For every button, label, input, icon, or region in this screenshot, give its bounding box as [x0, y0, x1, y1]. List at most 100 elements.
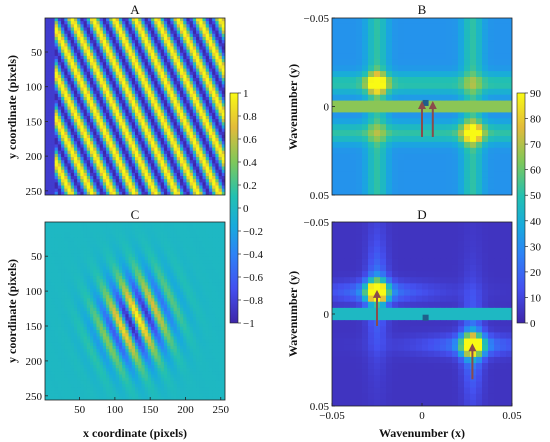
panel-c-cell [196, 311, 200, 315]
panel-c-cell [147, 288, 152, 293]
panel-a-cell [70, 185, 75, 190]
panel-c-cell [221, 288, 225, 293]
panel-a-cell [205, 68, 210, 73]
panel-a-cell [135, 109, 139, 114]
panel-c-cell [64, 234, 69, 239]
panel-a-cell [83, 166, 88, 171]
panel-a-cell [99, 144, 104, 149]
panel-a-cell [221, 68, 225, 73]
panel-a-cell [215, 147, 220, 152]
panel-a-cell [99, 84, 104, 89]
panel-c-cell [167, 279, 171, 283]
panel-a-cell [154, 157, 159, 161]
panel-a-cell [167, 74, 171, 79]
panel-a-cell [186, 74, 191, 79]
panel-a-cell [131, 74, 136, 79]
panel-a-cell [51, 46, 56, 51]
panel-c-cell [173, 291, 178, 296]
panel-a-cell [61, 46, 65, 51]
panel-a-cell [99, 138, 104, 142]
panel-c-cell [199, 317, 204, 322]
panel-c-cell [73, 320, 78, 325]
panel-a-cell [125, 125, 130, 130]
panel-c-cell [163, 279, 168, 283]
panel-a-cell [163, 81, 168, 85]
panel-a-cell [160, 112, 165, 117]
panel-a-cell [141, 40, 146, 44]
panel-c-cell [128, 263, 133, 268]
panel-c-cell [144, 307, 149, 312]
panel-a-cell [154, 49, 159, 54]
panel-c-cell [115, 263, 120, 268]
panel-a-cell [99, 87, 104, 92]
panel-a-cell [186, 40, 191, 44]
panel-a-cell [176, 18, 181, 22]
panel-a-cell [93, 87, 98, 92]
panel-c-cell [173, 317, 178, 322]
panel-c-cell [86, 295, 91, 299]
panel-c-cell [48, 272, 53, 277]
panel-c-cell [205, 320, 210, 325]
panel-c-cell [208, 222, 213, 226]
panel-a-cell [54, 71, 59, 76]
panel-a-cell [99, 30, 104, 35]
panel-a-cell [93, 46, 98, 51]
panel-c-cell [170, 279, 175, 283]
panel-c-cell [196, 317, 200, 322]
panel-c-cell [163, 291, 168, 296]
panel-a-cell [212, 71, 216, 76]
panel-c-cell [90, 247, 94, 252]
panel-a-cell [80, 138, 85, 142]
panel-c-cell [199, 225, 204, 229]
panel-c-cell [77, 247, 81, 252]
panel-c-cell [170, 231, 175, 236]
panel-a-cell [144, 71, 149, 76]
panel-c-cell [86, 311, 91, 315]
panel-a-cell [202, 36, 207, 41]
panel-a-cell [163, 21, 168, 25]
panel-c-cell [61, 288, 65, 293]
panel-a-cell [160, 119, 165, 123]
panel-a-cell [73, 169, 78, 174]
panel-c-cell [157, 279, 162, 283]
panel-c-cell [163, 234, 168, 239]
panel-a-cell [90, 182, 94, 187]
panel-a-cell [77, 33, 81, 38]
panel-a-cell [83, 122, 88, 127]
panel-a-cell [118, 150, 123, 155]
panel-c-cell [144, 234, 149, 239]
panel-c-cell [196, 291, 200, 296]
panel-a-cell [73, 134, 78, 139]
panel-c-cell [102, 228, 107, 233]
panel-c-cell [135, 272, 139, 277]
panel-a-cell [138, 115, 143, 120]
panel-c-cell [77, 260, 81, 264]
panel-a-cell [183, 172, 188, 177]
panel-c-cell [160, 311, 165, 315]
panel-a-cell [154, 43, 159, 48]
panel-a-cell [96, 97, 101, 101]
panel-a-cell [70, 157, 75, 161]
panel-c-cell [73, 256, 78, 261]
panel-c-cell [189, 250, 194, 255]
panel-a-cell [86, 68, 91, 73]
panel-a-image [45, 18, 225, 195]
panel-c-cell [118, 311, 123, 315]
panel-c-cell [90, 231, 94, 236]
panel-c-cell [45, 323, 49, 328]
panel-c-cell [208, 272, 213, 277]
panel-a-cell [151, 87, 155, 92]
panel-a-cell [180, 30, 184, 35]
panel-a-cell [77, 90, 81, 95]
panel-a-cell [202, 188, 207, 193]
panel-c-cell [163, 323, 168, 328]
panel-c-cell [45, 285, 49, 290]
panel-a-cell [93, 78, 98, 82]
panel-a-cell [212, 112, 216, 117]
panel-c-cell [154, 269, 159, 274]
panel-a-cell [73, 138, 78, 142]
panel-c-cell [218, 241, 223, 245]
panel-c-cell [102, 237, 107, 242]
panel-c-cell [131, 317, 136, 322]
panel-c-cell [202, 263, 207, 268]
